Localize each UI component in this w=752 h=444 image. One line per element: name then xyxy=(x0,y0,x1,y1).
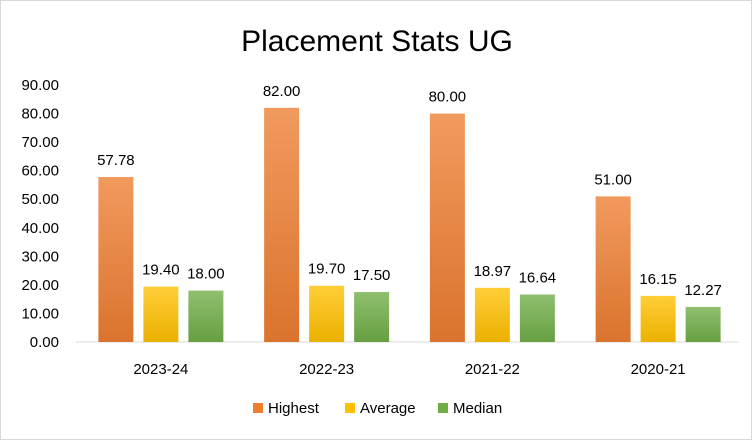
category-labels: 2023-24 2022-23 2021-22 2020-21 xyxy=(133,361,685,378)
data-label: 12.27 xyxy=(684,282,722,299)
y-tick-label: 0.00 xyxy=(30,334,59,351)
data-label: 16.64 xyxy=(519,269,557,286)
y-tick-label: 30.00 xyxy=(21,248,59,265)
category-label: 2023-24 xyxy=(133,361,188,378)
category-label: 2020-21 xyxy=(631,361,686,378)
data-label: 82.00 xyxy=(263,83,301,100)
bar-median-2020-21 xyxy=(685,306,721,342)
data-label: 17.50 xyxy=(353,267,391,284)
y-tick-label: 50.00 xyxy=(21,191,59,208)
bar-median-2023-24 xyxy=(188,290,224,342)
data-labels: 57.78 19.40 18.00 82.00 19.70 17.50 80.00 18.97… xyxy=(97,83,722,299)
chart-title: Placement Stats UG xyxy=(241,25,513,58)
legend: Highest Average Median xyxy=(253,400,502,417)
bars xyxy=(98,107,721,342)
legend-item-median: Median xyxy=(438,400,502,417)
legend-swatch xyxy=(253,403,263,413)
y-tick-label: 40.00 xyxy=(21,220,59,237)
legend-label: Average xyxy=(360,400,416,417)
bar-highest-2020-21 xyxy=(595,196,631,342)
bar-highest-2022-23 xyxy=(264,107,300,342)
y-tick-label: 70.00 xyxy=(21,134,59,151)
data-label: 18.97 xyxy=(474,263,512,280)
bar-average-2021-22 xyxy=(474,287,510,342)
bar-highest-2021-22 xyxy=(429,113,465,342)
bar-median-2022-23 xyxy=(354,292,390,342)
data-label: 51.00 xyxy=(594,171,632,188)
y-tick-label: 90.00 xyxy=(21,77,59,94)
category-label: 2022-23 xyxy=(299,361,354,378)
data-label: 80.00 xyxy=(429,89,467,106)
y-tick-label: 60.00 xyxy=(21,163,59,180)
legend-label: Highest xyxy=(268,400,320,417)
bar-highest-2023-24 xyxy=(98,177,134,342)
legend-swatch xyxy=(345,403,355,413)
bar-median-2021-22 xyxy=(519,294,555,342)
y-tick-label: 10.00 xyxy=(21,305,59,322)
y-tick-label: 80.00 xyxy=(21,106,59,123)
data-label: 16.15 xyxy=(639,271,677,288)
bar-average-2022-23 xyxy=(309,285,345,342)
data-label: 19.40 xyxy=(142,262,180,279)
bar-average-2023-24 xyxy=(143,286,179,342)
y-tick-label: 20.00 xyxy=(21,277,59,294)
legend-item-average: Average xyxy=(345,400,416,417)
category-label: 2021-22 xyxy=(465,361,520,378)
data-label: 57.78 xyxy=(97,152,135,169)
y-axis: 0.00 10.00 20.00 30.00 40.00 50.00 60.00 70.00 8… xyxy=(21,77,59,351)
legend-item-highest: Highest xyxy=(253,400,320,417)
bar-average-2020-21 xyxy=(640,295,676,342)
legend-swatch xyxy=(438,403,448,413)
legend-label: Median xyxy=(453,400,502,417)
data-label: 18.00 xyxy=(187,266,225,283)
data-label: 19.70 xyxy=(308,261,346,278)
